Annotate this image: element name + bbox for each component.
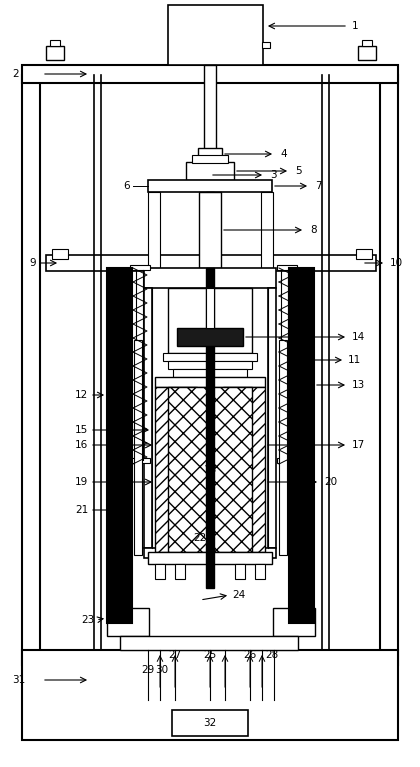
Bar <box>172 710 248 736</box>
Text: 24: 24 <box>232 590 245 600</box>
Text: 9: 9 <box>29 258 36 268</box>
Bar <box>168 5 263 65</box>
Bar <box>148 180 272 192</box>
Text: 16: 16 <box>75 440 88 450</box>
Bar <box>52 249 68 259</box>
Text: 18: 18 <box>203 465 217 475</box>
Bar <box>255 564 265 579</box>
Bar <box>163 353 257 361</box>
Bar <box>177 328 243 346</box>
Bar <box>107 268 132 623</box>
Text: 4: 4 <box>280 149 286 159</box>
Bar <box>107 608 149 636</box>
Text: 13: 13 <box>352 380 365 390</box>
Bar <box>148 192 160 272</box>
Text: 26: 26 <box>243 650 257 660</box>
Bar <box>268 288 276 548</box>
Bar <box>235 564 245 579</box>
Bar <box>175 564 185 579</box>
Bar <box>22 650 398 740</box>
Text: 31: 31 <box>12 675 25 685</box>
Bar <box>168 387 252 552</box>
Text: 27: 27 <box>168 650 181 660</box>
Text: 17: 17 <box>352 440 365 450</box>
Text: 30: 30 <box>155 665 168 675</box>
Text: 14: 14 <box>352 332 365 342</box>
Bar <box>22 75 40 665</box>
Bar <box>261 192 273 272</box>
Bar <box>204 65 216 175</box>
Text: 32: 32 <box>203 718 217 728</box>
Text: 10: 10 <box>390 258 403 268</box>
Bar <box>192 155 228 163</box>
Bar <box>148 552 272 564</box>
Bar <box>358 46 376 60</box>
Text: 19: 19 <box>75 477 88 487</box>
Bar <box>273 608 315 636</box>
Bar <box>206 268 214 588</box>
Bar <box>144 288 152 548</box>
Text: 5: 5 <box>295 166 302 176</box>
Bar <box>130 458 150 463</box>
Bar <box>46 46 64 60</box>
Text: 22: 22 <box>194 533 207 543</box>
Text: 2: 2 <box>12 69 18 79</box>
Text: 3: 3 <box>270 170 277 180</box>
Bar <box>277 458 297 463</box>
Bar <box>198 148 222 160</box>
Bar <box>130 265 150 270</box>
Text: 28: 28 <box>265 650 278 660</box>
Bar <box>380 75 398 665</box>
Text: 8: 8 <box>310 225 317 235</box>
Text: 25: 25 <box>203 650 217 660</box>
Bar <box>144 268 276 288</box>
Bar <box>46 255 376 271</box>
Text: 7: 7 <box>315 181 322 191</box>
Bar <box>279 340 287 555</box>
Text: 29: 29 <box>142 665 155 675</box>
Bar <box>155 387 197 552</box>
Bar <box>223 387 265 552</box>
Bar <box>22 65 398 83</box>
Bar <box>199 192 221 268</box>
Bar <box>289 268 314 623</box>
Text: 23: 23 <box>81 615 94 625</box>
Bar <box>50 40 60 46</box>
Bar <box>362 40 372 46</box>
Text: 21: 21 <box>75 505 88 515</box>
Bar <box>155 564 165 579</box>
Bar <box>120 636 298 650</box>
Text: 1: 1 <box>352 21 359 31</box>
Text: 6: 6 <box>123 181 130 191</box>
Bar <box>134 340 142 555</box>
Text: 11: 11 <box>348 355 361 365</box>
Bar <box>206 288 214 328</box>
Bar <box>186 162 234 180</box>
Text: 15: 15 <box>75 425 88 435</box>
Bar <box>168 361 252 369</box>
Bar <box>144 548 276 558</box>
Bar <box>356 249 372 259</box>
Bar <box>262 42 270 48</box>
Bar <box>173 369 247 377</box>
Bar <box>206 192 214 272</box>
Bar <box>168 288 252 353</box>
Text: 12: 12 <box>75 390 88 400</box>
Bar <box>277 265 297 270</box>
Text: 20: 20 <box>324 477 337 487</box>
Bar <box>155 377 265 387</box>
